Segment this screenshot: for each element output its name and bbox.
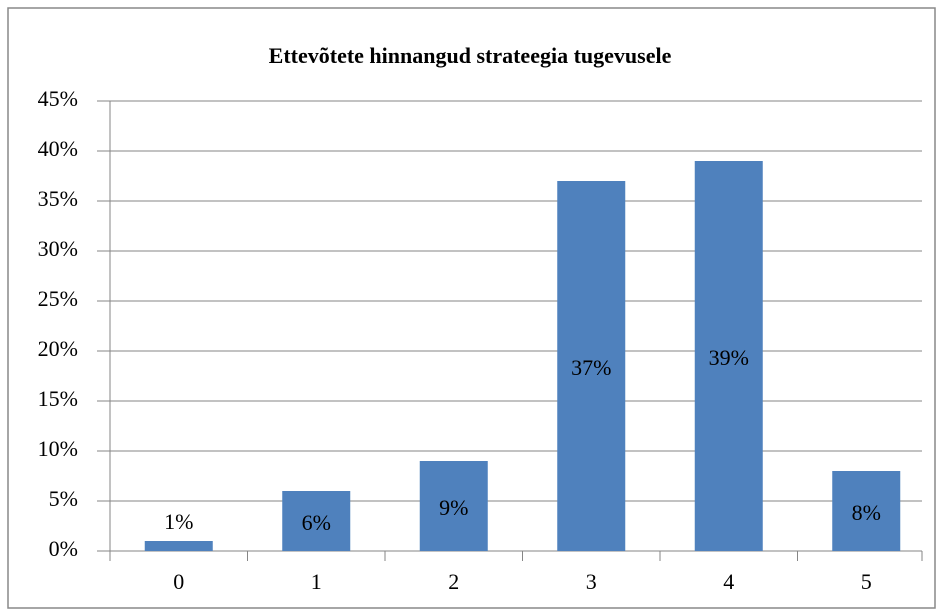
y-tick-label: 15% — [38, 386, 78, 411]
bar — [832, 471, 901, 551]
value-label: 8% — [852, 500, 881, 525]
x-tick-label: 2 — [448, 569, 459, 594]
x-tick-label: 3 — [586, 569, 597, 594]
x-tick-label: 0 — [173, 569, 184, 594]
bar — [282, 491, 351, 551]
y-tick-label: 10% — [38, 436, 78, 461]
y-tick-label: 0% — [49, 536, 78, 561]
bar — [557, 181, 626, 551]
y-tick-label: 25% — [38, 286, 78, 311]
value-label: 6% — [302, 510, 331, 535]
x-tick-label: 1 — [311, 569, 322, 594]
value-label: 39% — [709, 345, 749, 370]
y-tick-label: 5% — [49, 486, 78, 511]
value-label: 1% — [164, 509, 193, 534]
x-tick-label: 5 — [861, 569, 872, 594]
value-label: 9% — [439, 495, 468, 520]
y-tick-label: 35% — [38, 186, 78, 211]
y-tick-label: 20% — [38, 336, 78, 361]
bar — [694, 161, 763, 551]
bar — [419, 461, 488, 551]
chart-title: Ettevõtete hinnangud strateegia tugevuse… — [269, 43, 672, 68]
y-tick-label: 45% — [38, 86, 78, 111]
bar — [144, 541, 213, 551]
y-tick-label: 40% — [38, 136, 78, 161]
value-label: 37% — [571, 355, 611, 380]
y-tick-label: 30% — [38, 236, 78, 261]
x-tick-label: 4 — [723, 569, 734, 594]
